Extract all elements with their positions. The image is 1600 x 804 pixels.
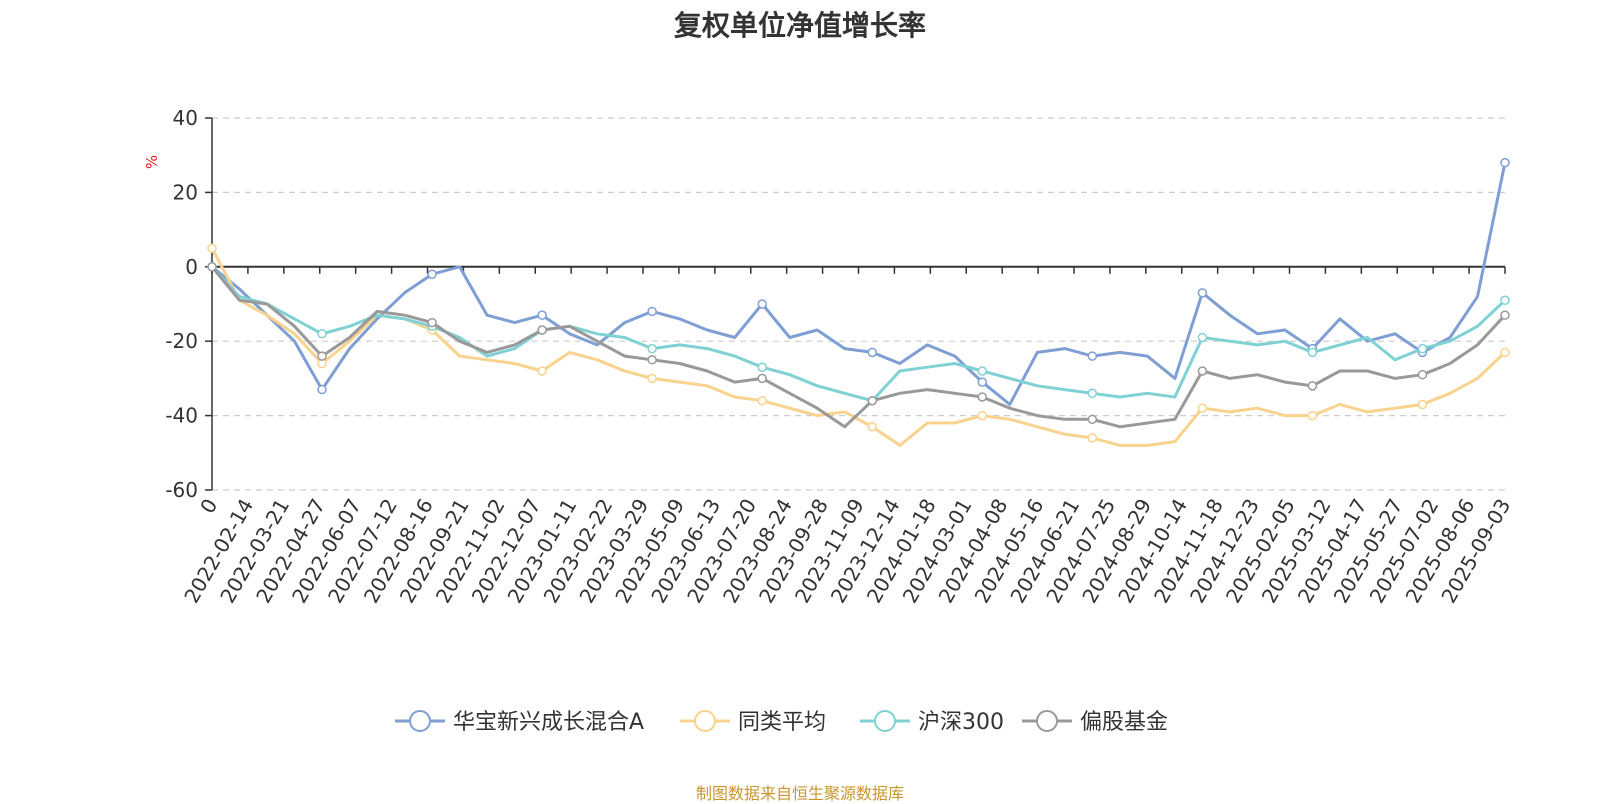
y-axis-unit-label: % [143, 155, 161, 169]
grid-lines [212, 117, 1505, 491]
data-point [1500, 295, 1510, 306]
data-point [757, 373, 767, 384]
source-note: 制图数据来自恒生聚源数据库 [695, 784, 904, 803]
data-point [867, 347, 878, 358]
data-point [317, 384, 327, 395]
legend-item-0[interactable]: 华宝新兴成长混合A [395, 710, 644, 735]
chart-title: 复权单位净值增长率 [673, 9, 926, 42]
y-tick-label: 40 [173, 106, 198, 130]
series-1 [207, 243, 1510, 447]
data-point [1197, 366, 1208, 376]
legend-item-3[interactable]: 偏股基金 [1022, 710, 1168, 735]
data-point [317, 329, 327, 339]
data-point [867, 422, 878, 432]
data-point [867, 395, 878, 406]
data-point [427, 317, 437, 328]
data-point [977, 392, 988, 402]
legend-item-2[interactable]: 沪深300 [860, 710, 1004, 735]
legend-marker [874, 710, 896, 732]
data-point [1197, 288, 1208, 298]
series-0 [207, 157, 1510, 406]
y-tick-label: 20 [173, 180, 198, 204]
data-point [1087, 433, 1098, 443]
legend-marker [1036, 710, 1058, 732]
legend[interactable]: 华宝新兴成长混合A 同类平均 沪深300 偏股基金 [395, 710, 1168, 735]
data-point [977, 410, 988, 421]
data-point [647, 343, 657, 354]
data-point [1417, 343, 1428, 354]
data-point [1307, 410, 1318, 421]
legend-label: 偏股基金 [1080, 710, 1168, 735]
data-point [1417, 369, 1428, 380]
data-point [1417, 399, 1428, 410]
legend-marker [694, 710, 716, 732]
data-point [207, 262, 217, 272]
y-tick-label: -60 [165, 478, 198, 502]
series-lines [207, 157, 1510, 447]
data-point [1500, 347, 1510, 358]
data-point [537, 310, 547, 320]
series-3 [207, 262, 1510, 429]
data-point [1087, 388, 1098, 399]
series-line [210, 265, 1507, 403]
data-point [977, 377, 988, 387]
data-point [427, 269, 437, 279]
series-line [210, 247, 1507, 447]
data-point [1500, 157, 1510, 168]
series-line [211, 162, 1507, 406]
data-point [1197, 403, 1208, 413]
data-point [317, 351, 327, 361]
legend-label: 华宝新兴成长混合A [453, 710, 644, 735]
data-point [647, 306, 657, 317]
data-point [757, 362, 767, 372]
data-point [647, 373, 657, 384]
data-point [1307, 347, 1318, 358]
y-tick-label: -40 [165, 404, 198, 428]
legend-item-1[interactable]: 同类平均 [680, 710, 826, 735]
data-point [207, 243, 217, 253]
data-point [1087, 351, 1098, 361]
legend-marker [409, 710, 431, 732]
y-tick-label: -20 [165, 329, 198, 353]
data-point [757, 395, 767, 406]
data-point [1307, 381, 1318, 391]
data-point [757, 299, 767, 309]
data-point [1087, 414, 1098, 425]
data-point [977, 366, 988, 376]
data-point [1197, 332, 1208, 343]
data-point [537, 366, 547, 376]
y-tick-label: 0 [185, 255, 198, 279]
legend-label: 同类平均 [738, 710, 826, 735]
data-point [647, 355, 657, 365]
x-tick-label: 0 [195, 495, 222, 518]
data-point [537, 325, 547, 335]
legend-label: 沪深300 [918, 710, 1004, 735]
data-point [1500, 310, 1510, 320]
